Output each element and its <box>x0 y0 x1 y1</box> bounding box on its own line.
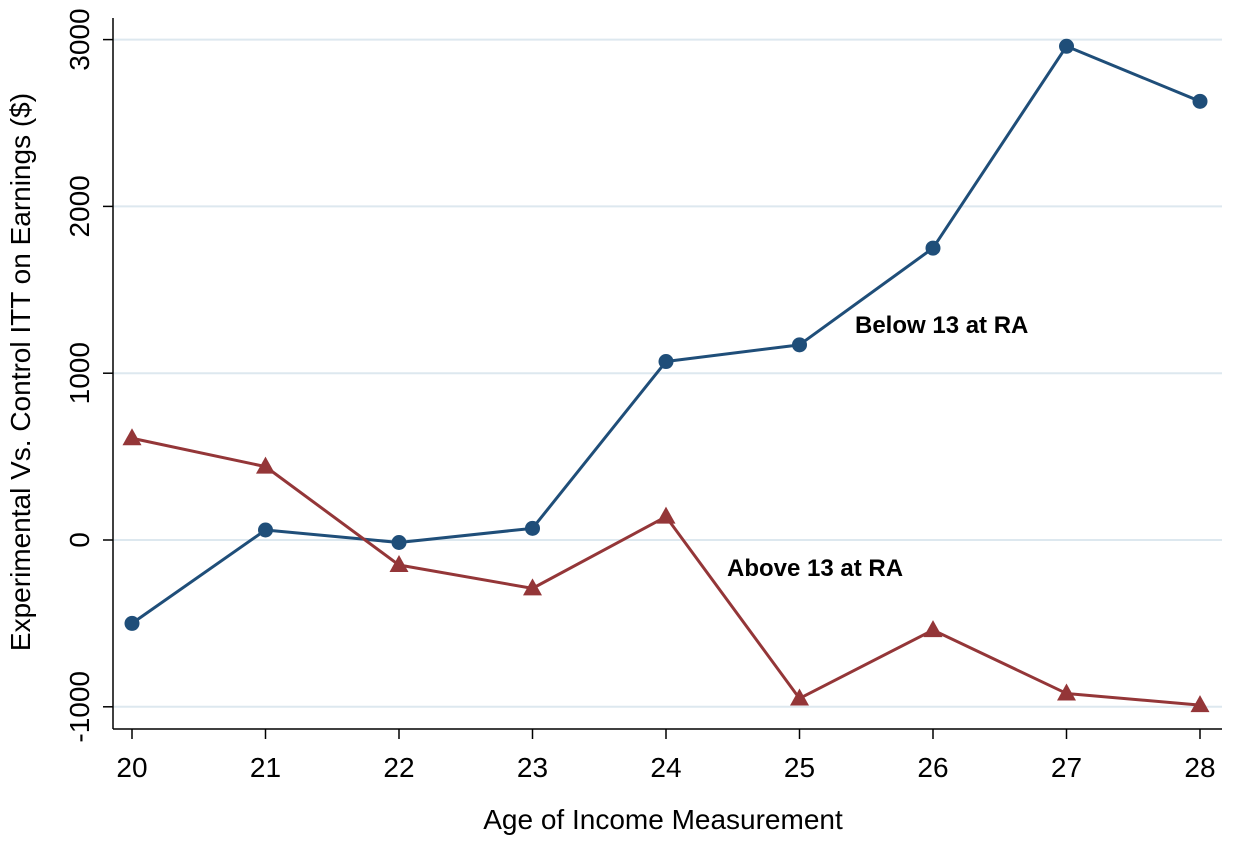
gridlines <box>113 38 1222 708</box>
x-tick-label: 26 <box>917 752 948 783</box>
data-point-circle <box>1192 93 1208 109</box>
data-point-triangle <box>656 506 676 524</box>
data-point-triangle <box>523 578 542 596</box>
y-axis-title: Experimental Vs. Control ITT on Earnings… <box>5 93 36 651</box>
data-point-triangle <box>256 456 275 474</box>
data-point-circle <box>792 337 807 353</box>
data-point-circle <box>124 615 140 631</box>
data-point-triangle <box>1057 683 1076 701</box>
data-point-triangle <box>790 688 809 706</box>
data-point-triangle <box>1190 695 1210 713</box>
data-point-circle <box>925 240 941 256</box>
x-tick-label: 20 <box>116 752 147 783</box>
data-point-circle <box>1059 38 1074 54</box>
x-axis-title: Age of Income Measurement <box>483 804 843 835</box>
data-point-circle <box>391 535 407 551</box>
series-line <box>131 436 1201 707</box>
data-point-triangle <box>389 555 409 573</box>
x-axis-ticks: 20 21 22 23 24 25 26 27 28 <box>116 729 1216 783</box>
x-tick-label: 23 <box>517 752 548 783</box>
y-tick-label: 2000 <box>64 175 95 237</box>
x-tick-label: 24 <box>650 752 681 783</box>
data-point-circle <box>658 354 674 370</box>
series-labels: Below 13 at RA Above 13 at RA <box>727 312 1028 582</box>
series-label-above-13: Above 13 at RA <box>727 555 903 582</box>
series-0 <box>124 38 1208 631</box>
y-axis-ticks: -1000 0 1000 2000 3000 <box>64 8 113 743</box>
series-line <box>131 44 1201 625</box>
y-tick-label: -1000 <box>64 671 95 743</box>
series-label-below-13: Below 13 at RA <box>855 312 1028 339</box>
data-point-triangle <box>923 620 943 638</box>
x-tick-label: 22 <box>383 752 414 783</box>
x-tick-label: 28 <box>1184 752 1215 783</box>
y-tick-label: 3000 <box>64 8 95 70</box>
y-tick-label: 0 <box>64 532 95 548</box>
series-group <box>122 38 1210 713</box>
x-tick-label: 27 <box>1051 752 1082 783</box>
y-tick-label: 1000 <box>64 342 95 404</box>
data-point-triangle <box>122 428 142 446</box>
data-point-circle <box>525 520 540 536</box>
data-point-circle <box>258 522 273 538</box>
x-tick-label: 25 <box>784 752 815 783</box>
series-1 <box>122 428 1210 713</box>
x-tick-label: 21 <box>250 752 281 783</box>
